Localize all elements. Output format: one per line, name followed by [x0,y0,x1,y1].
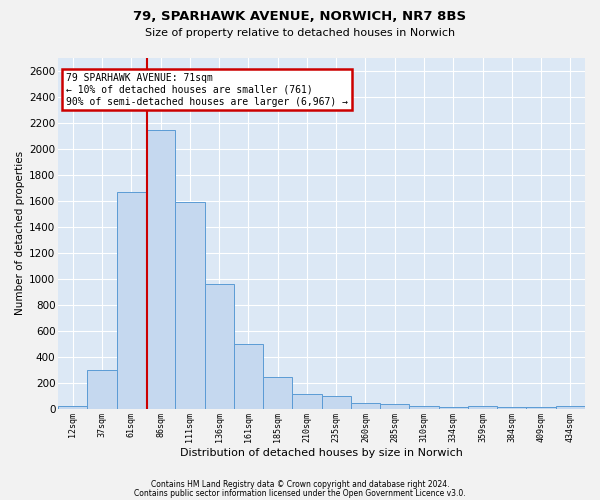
Bar [322,396,351,409]
Text: Contains HM Land Registry data © Crown copyright and database right 2024.: Contains HM Land Registry data © Crown c… [151,480,449,489]
Bar [380,404,409,409]
Bar [88,370,117,409]
Bar [497,406,526,409]
Text: 79 SPARHAWK AVENUE: 71sqm
← 10% of detached houses are smaller (761)
90% of semi: 79 SPARHAWK AVENUE: 71sqm ← 10% of detac… [66,74,348,106]
Bar [205,284,234,409]
Bar [117,192,146,409]
Text: Size of property relative to detached houses in Norwich: Size of property relative to detached ho… [145,28,455,38]
Bar [409,406,439,409]
Bar [526,407,556,409]
X-axis label: Distribution of detached houses by size in Norwich: Distribution of detached houses by size … [180,448,463,458]
Bar [351,402,380,409]
Bar [175,202,205,409]
Bar [234,344,263,409]
Bar [263,376,292,409]
Text: Contains public sector information licensed under the Open Government Licence v3: Contains public sector information licen… [134,488,466,498]
Bar [292,394,322,409]
Text: 79, SPARHAWK AVENUE, NORWICH, NR7 8BS: 79, SPARHAWK AVENUE, NORWICH, NR7 8BS [133,10,467,23]
Y-axis label: Number of detached properties: Number of detached properties [15,152,25,316]
Bar [439,406,468,409]
Bar [58,406,88,409]
Bar [468,406,497,409]
Bar [556,406,585,409]
Bar [146,130,175,409]
